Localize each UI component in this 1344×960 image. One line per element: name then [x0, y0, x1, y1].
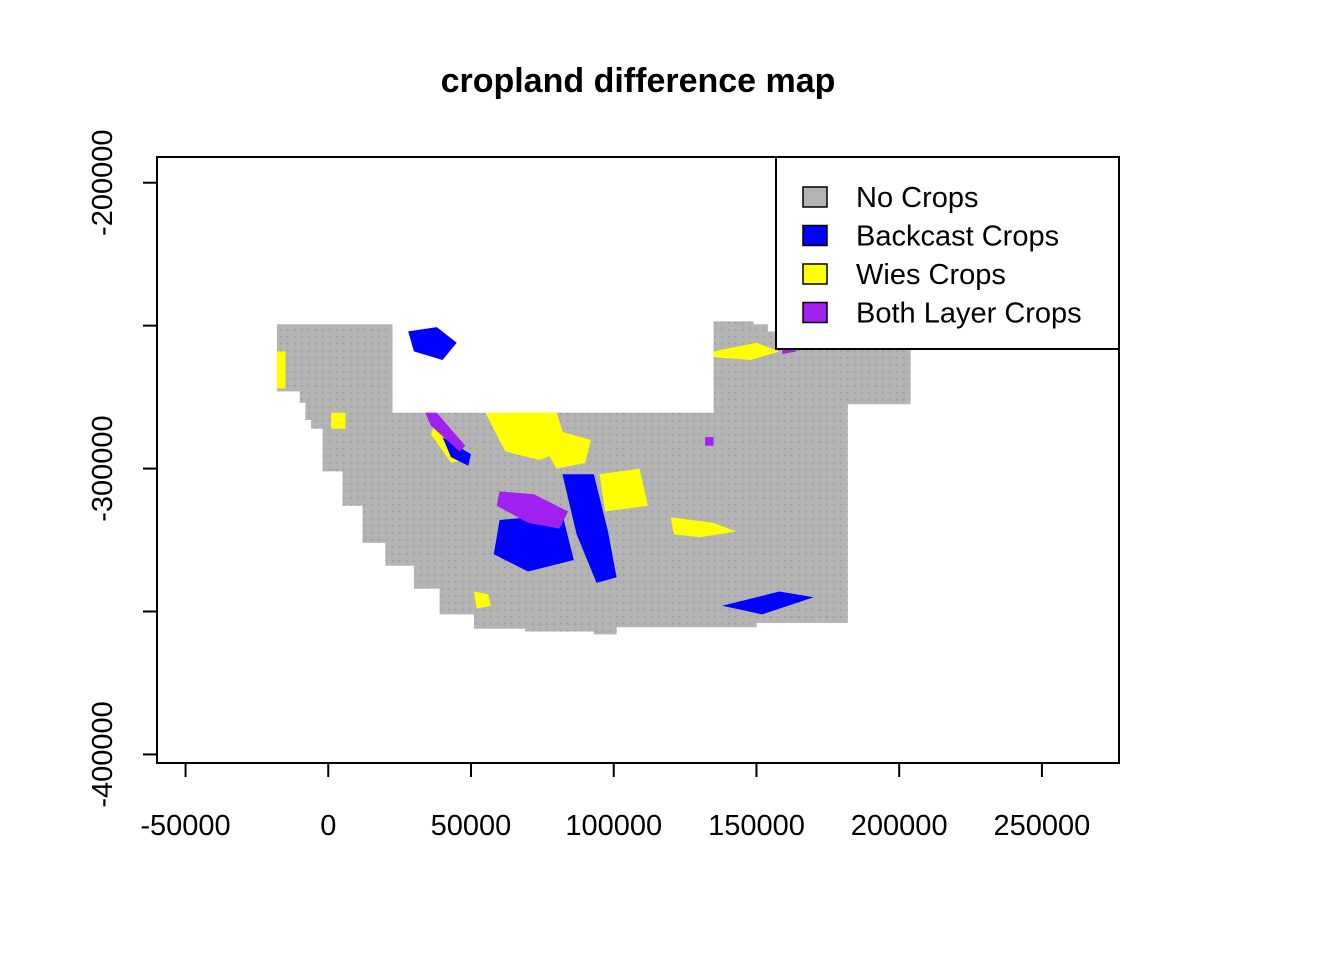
- crop-patch-wies-crops: [599, 468, 648, 512]
- legend-swatch: [802, 186, 828, 208]
- legend-swatch: [802, 224, 828, 247]
- crop-patch-wies-crops: [276, 351, 286, 389]
- crop-patch-wies-crops: [331, 412, 346, 429]
- y-tick-label: -200000: [87, 130, 119, 236]
- y-tick-label: -400000: [87, 701, 119, 807]
- crop-patches: [276, 327, 814, 615]
- legend-swatch: [802, 263, 828, 285]
- crop-patch-both-layer-crops: [425, 412, 466, 452]
- crop-patch-backcast-crops: [562, 474, 617, 583]
- x-tick-label: 200000: [851, 810, 948, 842]
- crop-patch-backcast-crops: [408, 327, 457, 360]
- x-tick-label: -50000: [140, 810, 230, 842]
- y-axis: -200000 -300000 -400000: [87, 130, 158, 808]
- legend-label: Wies Crops: [856, 259, 1006, 291]
- crop-patch-both-layer-crops: [496, 491, 569, 529]
- legend-label: Backcast Crops: [856, 221, 1059, 253]
- crop-patch-backcast-crops: [493, 514, 574, 572]
- x-tick-label: 150000: [708, 810, 805, 842]
- x-tick-label: 250000: [994, 810, 1091, 842]
- crop-patch-wies-crops: [670, 517, 737, 538]
- legend: No Crops Backcast Crops Wies Crops Both Lay…: [775, 156, 1120, 350]
- map-raster: [276, 321, 911, 635]
- legend-label: No Crops: [856, 182, 979, 214]
- legend-box: [775, 156, 1120, 350]
- crop-patch-both-layer-crops: [705, 437, 714, 446]
- x-tick-label: 50000: [431, 810, 512, 842]
- crop-patch-backcast-crops: [442, 437, 471, 466]
- legend-label: Both Layer Crops: [856, 298, 1082, 330]
- crop-patch-wies-crops: [713, 342, 780, 360]
- legend-swatch: [802, 301, 828, 324]
- x-tick-label: 100000: [565, 810, 662, 842]
- crop-patch-wies-crops: [473, 591, 491, 609]
- x-axis: -50000 0 50000 100000 150000 200000 250000: [140, 762, 1091, 842]
- crop-patch-wies-crops: [545, 428, 591, 469]
- y-tick-label: -300000: [87, 415, 119, 521]
- chart-title: cropland difference map: [441, 62, 836, 100]
- crop-patch-backcast-crops: [722, 591, 814, 615]
- x-tick-label: 0: [320, 810, 336, 842]
